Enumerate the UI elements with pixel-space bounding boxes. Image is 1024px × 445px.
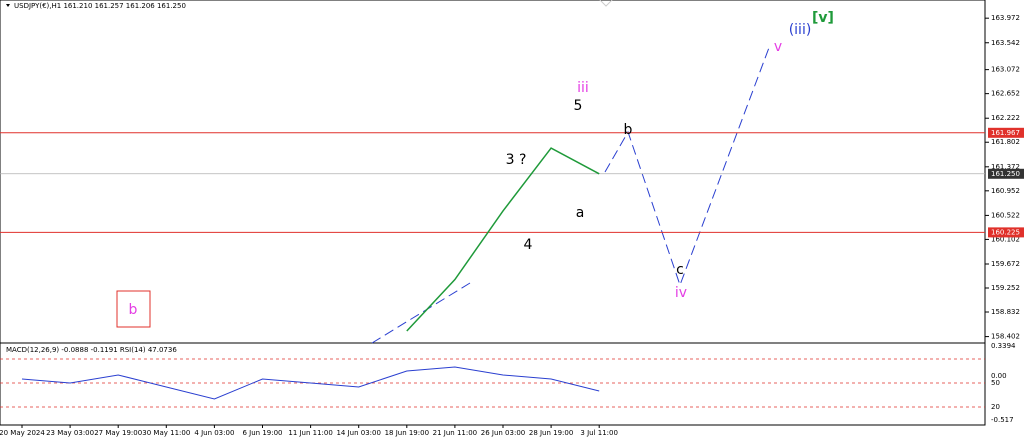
y-tick-label: 162.222 (991, 114, 1020, 122)
price-pane (0, 0, 986, 344)
indicator-title: MACD(12,26,9) -0.0888 -0.1191 RSI(14) 47… (6, 346, 177, 354)
wave-label: iv (675, 285, 687, 301)
x-tick-label: 23 May 03:00 (46, 429, 94, 437)
wave-label: a (576, 205, 585, 221)
level-label: 161.967 (991, 129, 1020, 137)
level-label: 160.225 (991, 228, 1020, 236)
y-tick-label: 161.802 (991, 138, 1020, 146)
wave-label: (iii) (789, 22, 812, 38)
y-tick-label: 158.832 (991, 308, 1020, 316)
x-tick-label: 4 Jun 03:00 (194, 429, 234, 437)
label-box (116, 290, 151, 328)
y-tick-label: 159.252 (991, 284, 1020, 292)
y-tick-label: 159.672 (991, 260, 1020, 268)
price-line (406, 147, 600, 332)
wave-label: v (774, 39, 782, 55)
wave-projection (371, 44, 771, 344)
level-tag (988, 227, 1024, 238)
wave-label: iii (577, 80, 589, 96)
indicator-pane (0, 342, 986, 426)
x-tick-label: 6 Jun 19:00 (242, 429, 282, 437)
x-tick-label: 28 Jun 19:00 (529, 429, 573, 437)
y-tick-label: 160.952 (991, 187, 1020, 195)
y-tick-label: 163.542 (991, 39, 1020, 47)
rsi-tick-label: 20 (991, 403, 1000, 411)
macd-label: -0.517 (991, 416, 1014, 424)
wave-label: [v] (812, 10, 834, 26)
macd-label: 0.3394 (991, 342, 1016, 350)
y-tick-label: 158.402 (991, 333, 1020, 341)
x-tick-label: 20 May 2024 (0, 429, 45, 437)
y-tick-label: 161.372 (991, 163, 1020, 171)
y-tick-label: 160.102 (991, 235, 1020, 243)
x-tick-label: 3 Jul 11:00 (580, 429, 618, 437)
x-tick-label: 30 May 11:00 (142, 429, 190, 437)
current-label: 161.250 (991, 170, 1020, 178)
wave-label: 4 (524, 237, 533, 253)
x-tick-label: 26 Jun 03:00 (481, 429, 525, 437)
current-tag (988, 168, 1024, 179)
x-tick-label: 11 Jun 11:00 (288, 429, 332, 437)
wave-label: c (676, 262, 684, 278)
rsi-tick-label: 50 (991, 379, 1000, 387)
chart-title: USDJPY(€),H1 161.210 161.257 161.206 161… (14, 2, 186, 10)
wave-label: b (624, 122, 633, 138)
y-tick-label: 163.972 (991, 14, 1020, 22)
x-tick-label: 14 Jun 03:00 (336, 429, 380, 437)
y-tick-label: 163.072 (991, 66, 1020, 74)
scroll-marker (599, 0, 613, 7)
y-tick-label: 160.522 (991, 211, 1020, 219)
wave-label: b (129, 302, 138, 318)
macd-label: 0.00 (991, 372, 1007, 380)
rsi-line (21, 366, 600, 400)
wave-label: 3 ? (506, 152, 527, 168)
x-tick-label: 18 Jun 19:00 (385, 429, 429, 437)
x-tick-label: 21 Jun 11:00 (433, 429, 477, 437)
wave-label: 5 (574, 98, 583, 114)
level-tag (988, 127, 1024, 138)
menu-arrow (6, 4, 10, 7)
y-tick-label: 162.652 (991, 90, 1020, 98)
x-tick-label: 27 May 19:00 (94, 429, 142, 437)
